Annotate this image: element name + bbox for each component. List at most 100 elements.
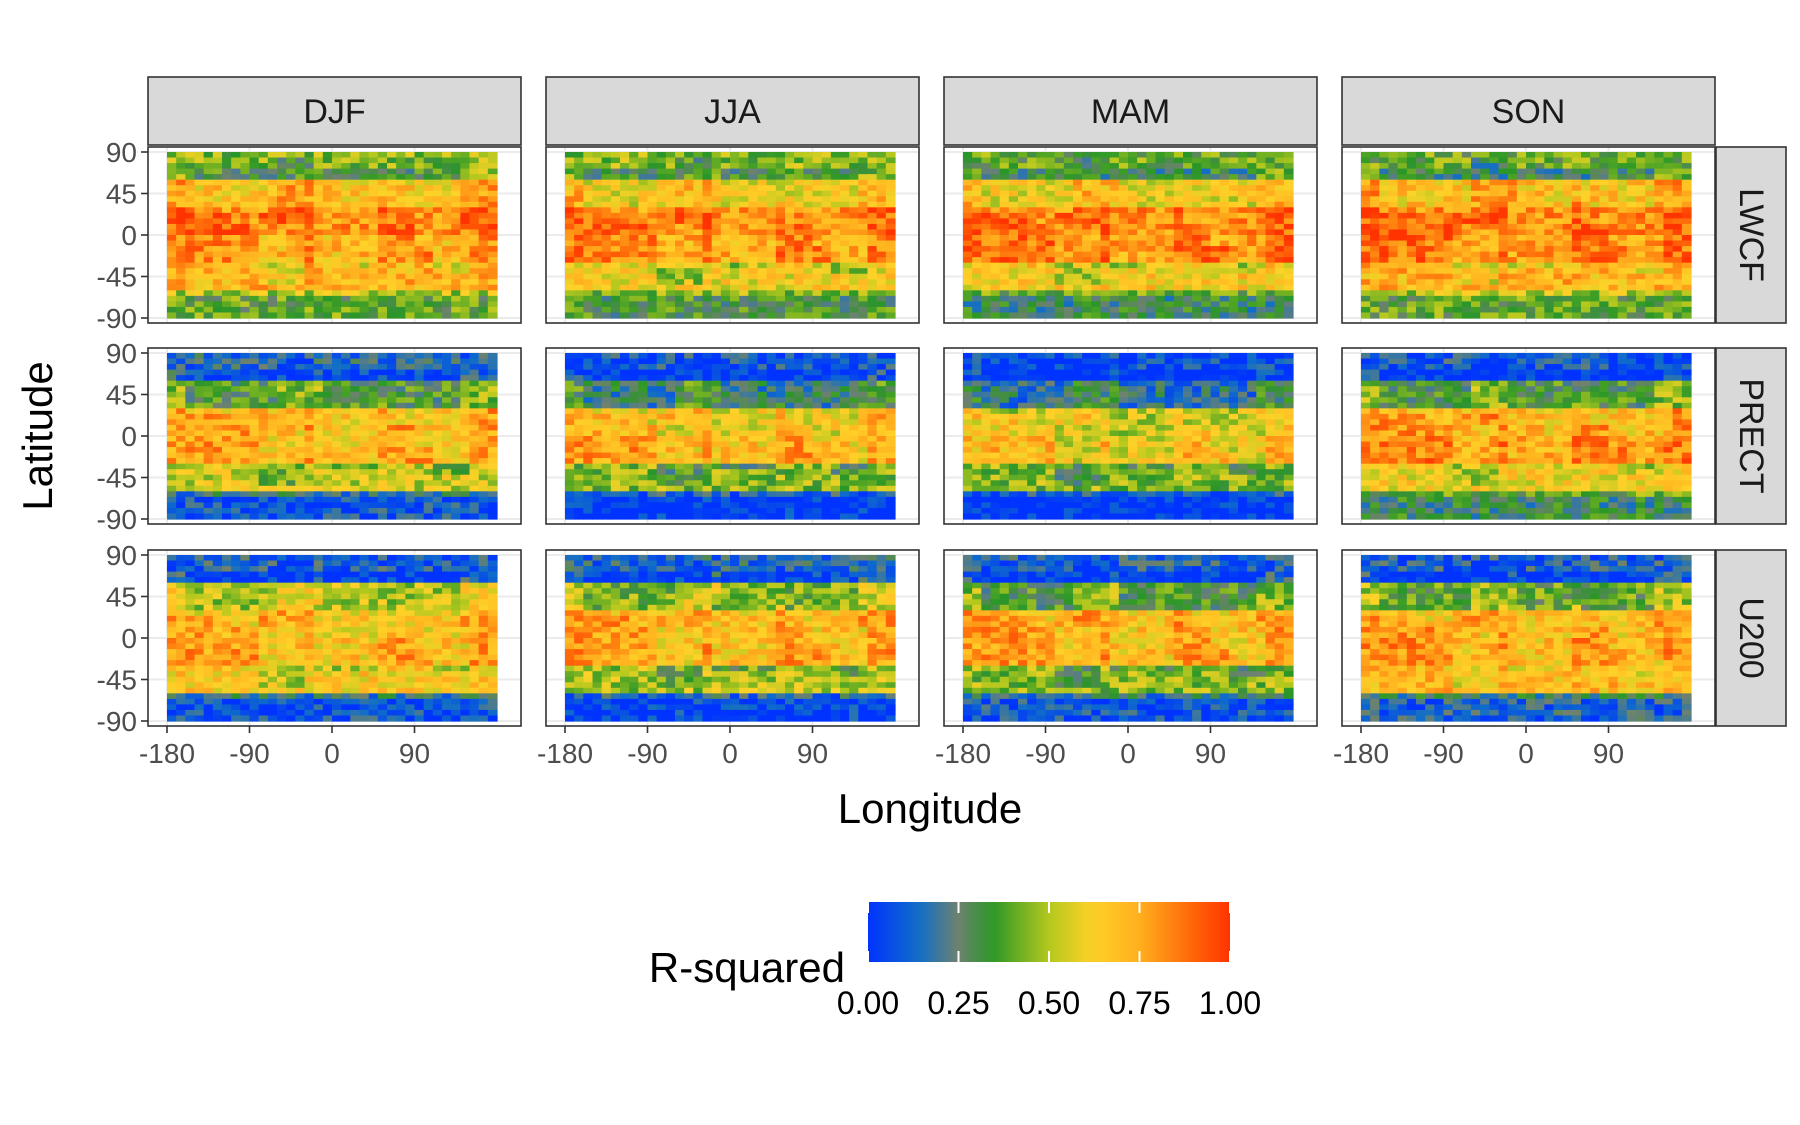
heat-cell <box>1590 207 1600 214</box>
heat-cell <box>240 246 251 253</box>
heat-cells <box>167 152 498 319</box>
heat-cell <box>1283 268 1294 275</box>
heat-cell <box>1416 273 1426 280</box>
heat-cell <box>1562 235 1573 242</box>
heat-cell <box>1210 262 1221 269</box>
heat-cell <box>1526 246 1536 253</box>
heat-cell <box>803 212 814 219</box>
heat-cell <box>231 458 241 465</box>
heat-cell <box>574 163 584 170</box>
heat-cell <box>258 240 269 247</box>
heat-cell <box>1008 240 1019 247</box>
heat-cell <box>185 223 196 231</box>
heat-cell <box>167 268 177 275</box>
heat-cell <box>1599 223 1610 231</box>
heat-cell <box>972 257 982 264</box>
heat-cell <box>1192 240 1202 247</box>
heat-cell <box>1636 240 1646 247</box>
heat-cell <box>1590 251 1600 258</box>
heat-cell <box>1553 306 1564 314</box>
heat-cell <box>1590 185 1600 192</box>
heat-cell <box>432 212 443 219</box>
heat-cell <box>185 196 196 203</box>
heat-cell <box>1406 240 1417 247</box>
heat-cell <box>1109 190 1120 197</box>
heat-cell <box>249 447 260 454</box>
heat-cell <box>999 157 1010 164</box>
heat-cell <box>240 240 251 247</box>
heat-cell <box>830 168 841 175</box>
heat-cell <box>1155 201 1166 208</box>
heat-cell <box>1128 152 1138 159</box>
heat-cell <box>1146 185 1157 192</box>
heat-cell <box>684 201 694 208</box>
heat-cell <box>1073 201 1083 208</box>
heat-cell <box>1283 168 1294 175</box>
heat-cell <box>1063 174 1074 181</box>
heat-cell <box>304 185 315 192</box>
heat-cell <box>1173 207 1184 214</box>
heat-cell <box>478 223 489 231</box>
heat-cell <box>1425 163 1435 170</box>
heat-cell <box>1452 218 1463 225</box>
heat-cell <box>1361 174 1371 181</box>
heat-cell <box>757 196 768 203</box>
heat-cell <box>592 163 603 170</box>
heat-cell <box>277 201 287 208</box>
heat-cell <box>258 290 269 297</box>
heat-cell <box>194 273 205 280</box>
heat-cell <box>876 163 887 170</box>
heat-cell <box>332 402 342 409</box>
heat-cell <box>1265 246 1276 253</box>
heat-cell <box>1416 279 1426 286</box>
heat-cell <box>1228 168 1239 175</box>
heat-cell <box>720 190 731 197</box>
heat-cell <box>748 240 759 247</box>
heat-cell <box>387 273 397 280</box>
heat-cell <box>423 218 434 225</box>
heat-cell <box>1379 235 1390 242</box>
heat-cell <box>277 364 287 371</box>
heat-cell <box>999 284 1010 291</box>
heat-cell <box>620 157 630 164</box>
heat-cell <box>1406 179 1417 186</box>
heat-cell <box>359 246 370 253</box>
heat-cell <box>675 312 685 319</box>
heat-cell <box>1507 157 1518 164</box>
heat-cell <box>1283 279 1294 286</box>
heat-cell <box>1173 201 1184 208</box>
heat-cell <box>1581 157 1591 164</box>
heat-cell <box>757 157 768 164</box>
heat-cell <box>1008 223 1019 231</box>
heat-cell <box>405 240 416 247</box>
heat-cell <box>212 163 223 170</box>
heat-cell <box>757 190 768 197</box>
heat-cell <box>730 157 740 164</box>
heat-cell <box>194 507 205 515</box>
heat-cell <box>1672 257 1683 264</box>
heat-cell <box>1626 201 1637 208</box>
heat-cell <box>565 174 575 181</box>
heat-cell <box>1461 268 1472 275</box>
heat-cell <box>423 152 434 159</box>
heat-cell <box>313 174 324 181</box>
heat-cell <box>322 168 333 175</box>
heat-cell <box>684 246 694 253</box>
heat-cell <box>638 229 649 236</box>
heat-cell <box>629 279 639 286</box>
heat-cell <box>1265 152 1276 159</box>
heat-cell <box>1073 196 1083 203</box>
heat-cell <box>601 284 612 291</box>
heat-cell <box>766 257 777 264</box>
heat-cell <box>1480 163 1490 170</box>
heat-cell <box>990 301 1001 308</box>
heat-cell <box>757 290 768 297</box>
heat-cell <box>332 485 342 492</box>
heat-cell <box>647 301 658 308</box>
heat-cell <box>665 201 676 208</box>
heat-cell <box>803 229 814 236</box>
heat-cell <box>185 402 196 409</box>
heat-cell <box>981 212 992 219</box>
heat-cell <box>565 212 575 219</box>
heat-cell <box>194 240 205 247</box>
